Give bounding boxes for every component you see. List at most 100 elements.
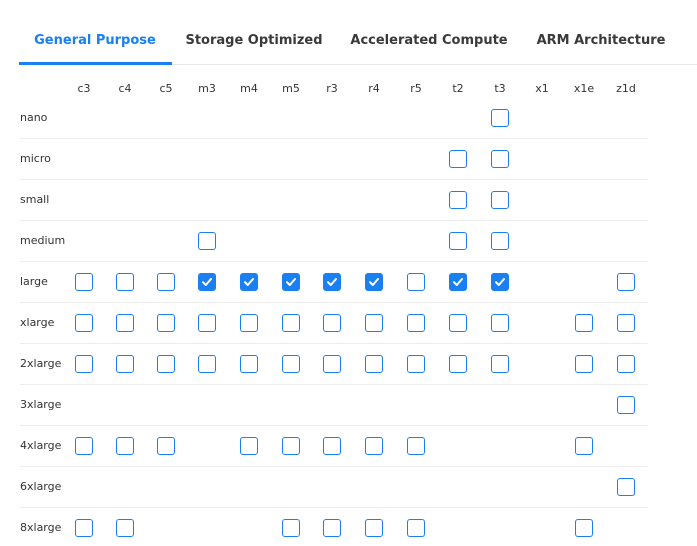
checkbox-r4-4xlarge[interactable] bbox=[365, 437, 383, 455]
row-label-4xlarge: 4xlarge bbox=[20, 439, 62, 452]
checkbox-c3-8xlarge[interactable] bbox=[75, 519, 93, 537]
checkmark-icon bbox=[495, 278, 505, 286]
checkbox-c4-2xlarge[interactable] bbox=[116, 355, 134, 373]
checkbox-r4-8xlarge[interactable] bbox=[365, 519, 383, 537]
checkbox-c4-4xlarge[interactable] bbox=[116, 437, 134, 455]
checkbox-c5-xlarge[interactable] bbox=[157, 314, 175, 332]
checkbox-c3-xlarge[interactable] bbox=[75, 314, 93, 332]
checkbox-r3-xlarge[interactable] bbox=[323, 314, 341, 332]
tab-general-purpose[interactable]: General Purpose bbox=[34, 33, 156, 48]
checkbox-m5-4xlarge[interactable] bbox=[282, 437, 300, 455]
checkbox-t2-medium[interactable] bbox=[449, 232, 467, 250]
checkbox-r5-4xlarge[interactable] bbox=[407, 437, 425, 455]
checkbox-m5-xlarge[interactable] bbox=[282, 314, 300, 332]
checkbox-m5-large[interactable] bbox=[282, 273, 300, 291]
row-divider bbox=[20, 179, 648, 180]
checkbox-m4-4xlarge[interactable] bbox=[240, 437, 258, 455]
checkbox-t3-xlarge[interactable] bbox=[491, 314, 509, 332]
checkbox-r3-8xlarge[interactable] bbox=[323, 519, 341, 537]
instance-type-tabs: General Purpose Storage Optimized Accele… bbox=[0, 0, 697, 65]
row-label-6xlarge: 6xlarge bbox=[20, 480, 62, 493]
column-header-x1e: x1e bbox=[573, 82, 595, 95]
row-divider bbox=[20, 507, 648, 508]
tab-arm-architecture[interactable]: ARM Architecture bbox=[536, 33, 666, 48]
checkbox-x1e-xlarge[interactable] bbox=[575, 314, 593, 332]
tab-accelerated-compute[interactable]: Accelerated Compute bbox=[350, 33, 508, 48]
checkbox-r3-large[interactable] bbox=[323, 273, 341, 291]
checkbox-c4-8xlarge[interactable] bbox=[116, 519, 134, 537]
column-header-r3: r3 bbox=[326, 82, 338, 95]
column-header-c3: c3 bbox=[77, 82, 91, 95]
checkbox-r4-2xlarge[interactable] bbox=[365, 355, 383, 373]
checkbox-r4-xlarge[interactable] bbox=[365, 314, 383, 332]
column-header-c4: c4 bbox=[118, 82, 132, 95]
checkbox-z1d-2xlarge[interactable] bbox=[617, 355, 635, 373]
checkbox-t3-medium[interactable] bbox=[491, 232, 509, 250]
checkbox-c5-large[interactable] bbox=[157, 273, 175, 291]
checkbox-r5-8xlarge[interactable] bbox=[407, 519, 425, 537]
checkbox-m3-xlarge[interactable] bbox=[198, 314, 216, 332]
row-label-xlarge: xlarge bbox=[20, 316, 55, 329]
checkbox-m3-2xlarge[interactable] bbox=[198, 355, 216, 373]
checkbox-x1e-4xlarge[interactable] bbox=[575, 437, 593, 455]
checkbox-c3-2xlarge[interactable] bbox=[75, 355, 93, 373]
checkbox-m5-2xlarge[interactable] bbox=[282, 355, 300, 373]
checkbox-c5-4xlarge[interactable] bbox=[157, 437, 175, 455]
checkbox-m4-large[interactable] bbox=[240, 273, 258, 291]
checkbox-m4-2xlarge[interactable] bbox=[240, 355, 258, 373]
row-divider bbox=[20, 302, 648, 303]
checkmark-icon bbox=[369, 278, 379, 286]
row-divider bbox=[20, 425, 648, 426]
checkbox-r5-2xlarge[interactable] bbox=[407, 355, 425, 373]
checkbox-r5-xlarge[interactable] bbox=[407, 314, 425, 332]
active-tab-indicator bbox=[19, 62, 172, 65]
checkbox-z1d-6xlarge[interactable] bbox=[617, 478, 635, 496]
checkmark-icon bbox=[286, 278, 296, 286]
checkbox-r3-4xlarge[interactable] bbox=[323, 437, 341, 455]
checkbox-t2-large[interactable] bbox=[449, 273, 467, 291]
tab-storage-optimized[interactable]: Storage Optimized bbox=[185, 33, 323, 48]
checkbox-t3-small[interactable] bbox=[491, 191, 509, 209]
row-label-small: small bbox=[20, 193, 50, 206]
checkbox-c5-2xlarge[interactable] bbox=[157, 355, 175, 373]
checkbox-c4-large[interactable] bbox=[116, 273, 134, 291]
checkbox-t2-2xlarge[interactable] bbox=[449, 355, 467, 373]
row-label-8xlarge: 8xlarge bbox=[20, 521, 62, 534]
row-divider bbox=[20, 384, 648, 385]
row-label-nano: nano bbox=[20, 111, 48, 124]
checkbox-m4-xlarge[interactable] bbox=[240, 314, 258, 332]
checkbox-m3-medium[interactable] bbox=[198, 232, 216, 250]
checkbox-z1d-xlarge[interactable] bbox=[617, 314, 635, 332]
checkbox-t2-xlarge[interactable] bbox=[449, 314, 467, 332]
row-label-medium: medium bbox=[20, 234, 66, 247]
checkbox-c3-4xlarge[interactable] bbox=[75, 437, 93, 455]
checkbox-t2-small[interactable] bbox=[449, 191, 467, 209]
checkbox-z1d-large[interactable] bbox=[617, 273, 635, 291]
row-label-3xlarge: 3xlarge bbox=[20, 398, 62, 411]
row-label-large: large bbox=[20, 275, 48, 288]
checkbox-c3-large[interactable] bbox=[75, 273, 93, 291]
checkbox-x1e-2xlarge[interactable] bbox=[575, 355, 593, 373]
column-header-z1d: z1d bbox=[616, 82, 636, 95]
checkbox-t3-micro[interactable] bbox=[491, 150, 509, 168]
column-header-t2: t2 bbox=[452, 82, 464, 95]
checkbox-r5-large[interactable] bbox=[407, 273, 425, 291]
column-header-x1: x1 bbox=[535, 82, 549, 95]
checkbox-r4-large[interactable] bbox=[365, 273, 383, 291]
checkbox-m3-large[interactable] bbox=[198, 273, 216, 291]
checkbox-c4-xlarge[interactable] bbox=[116, 314, 134, 332]
checkbox-t2-micro[interactable] bbox=[449, 150, 467, 168]
row-divider bbox=[20, 343, 648, 344]
checkbox-z1d-3xlarge[interactable] bbox=[617, 396, 635, 414]
row-divider bbox=[20, 261, 648, 262]
checkmark-icon bbox=[202, 278, 212, 286]
checkbox-x1e-8xlarge[interactable] bbox=[575, 519, 593, 537]
checkbox-t3-large[interactable] bbox=[491, 273, 509, 291]
checkmark-icon bbox=[453, 278, 463, 286]
checkbox-r3-2xlarge[interactable] bbox=[323, 355, 341, 373]
row-divider bbox=[20, 466, 648, 467]
checkbox-m5-8xlarge[interactable] bbox=[282, 519, 300, 537]
column-header-r4: r4 bbox=[368, 82, 380, 95]
checkbox-t3-nano[interactable] bbox=[491, 109, 509, 127]
checkbox-t3-2xlarge[interactable] bbox=[491, 355, 509, 373]
